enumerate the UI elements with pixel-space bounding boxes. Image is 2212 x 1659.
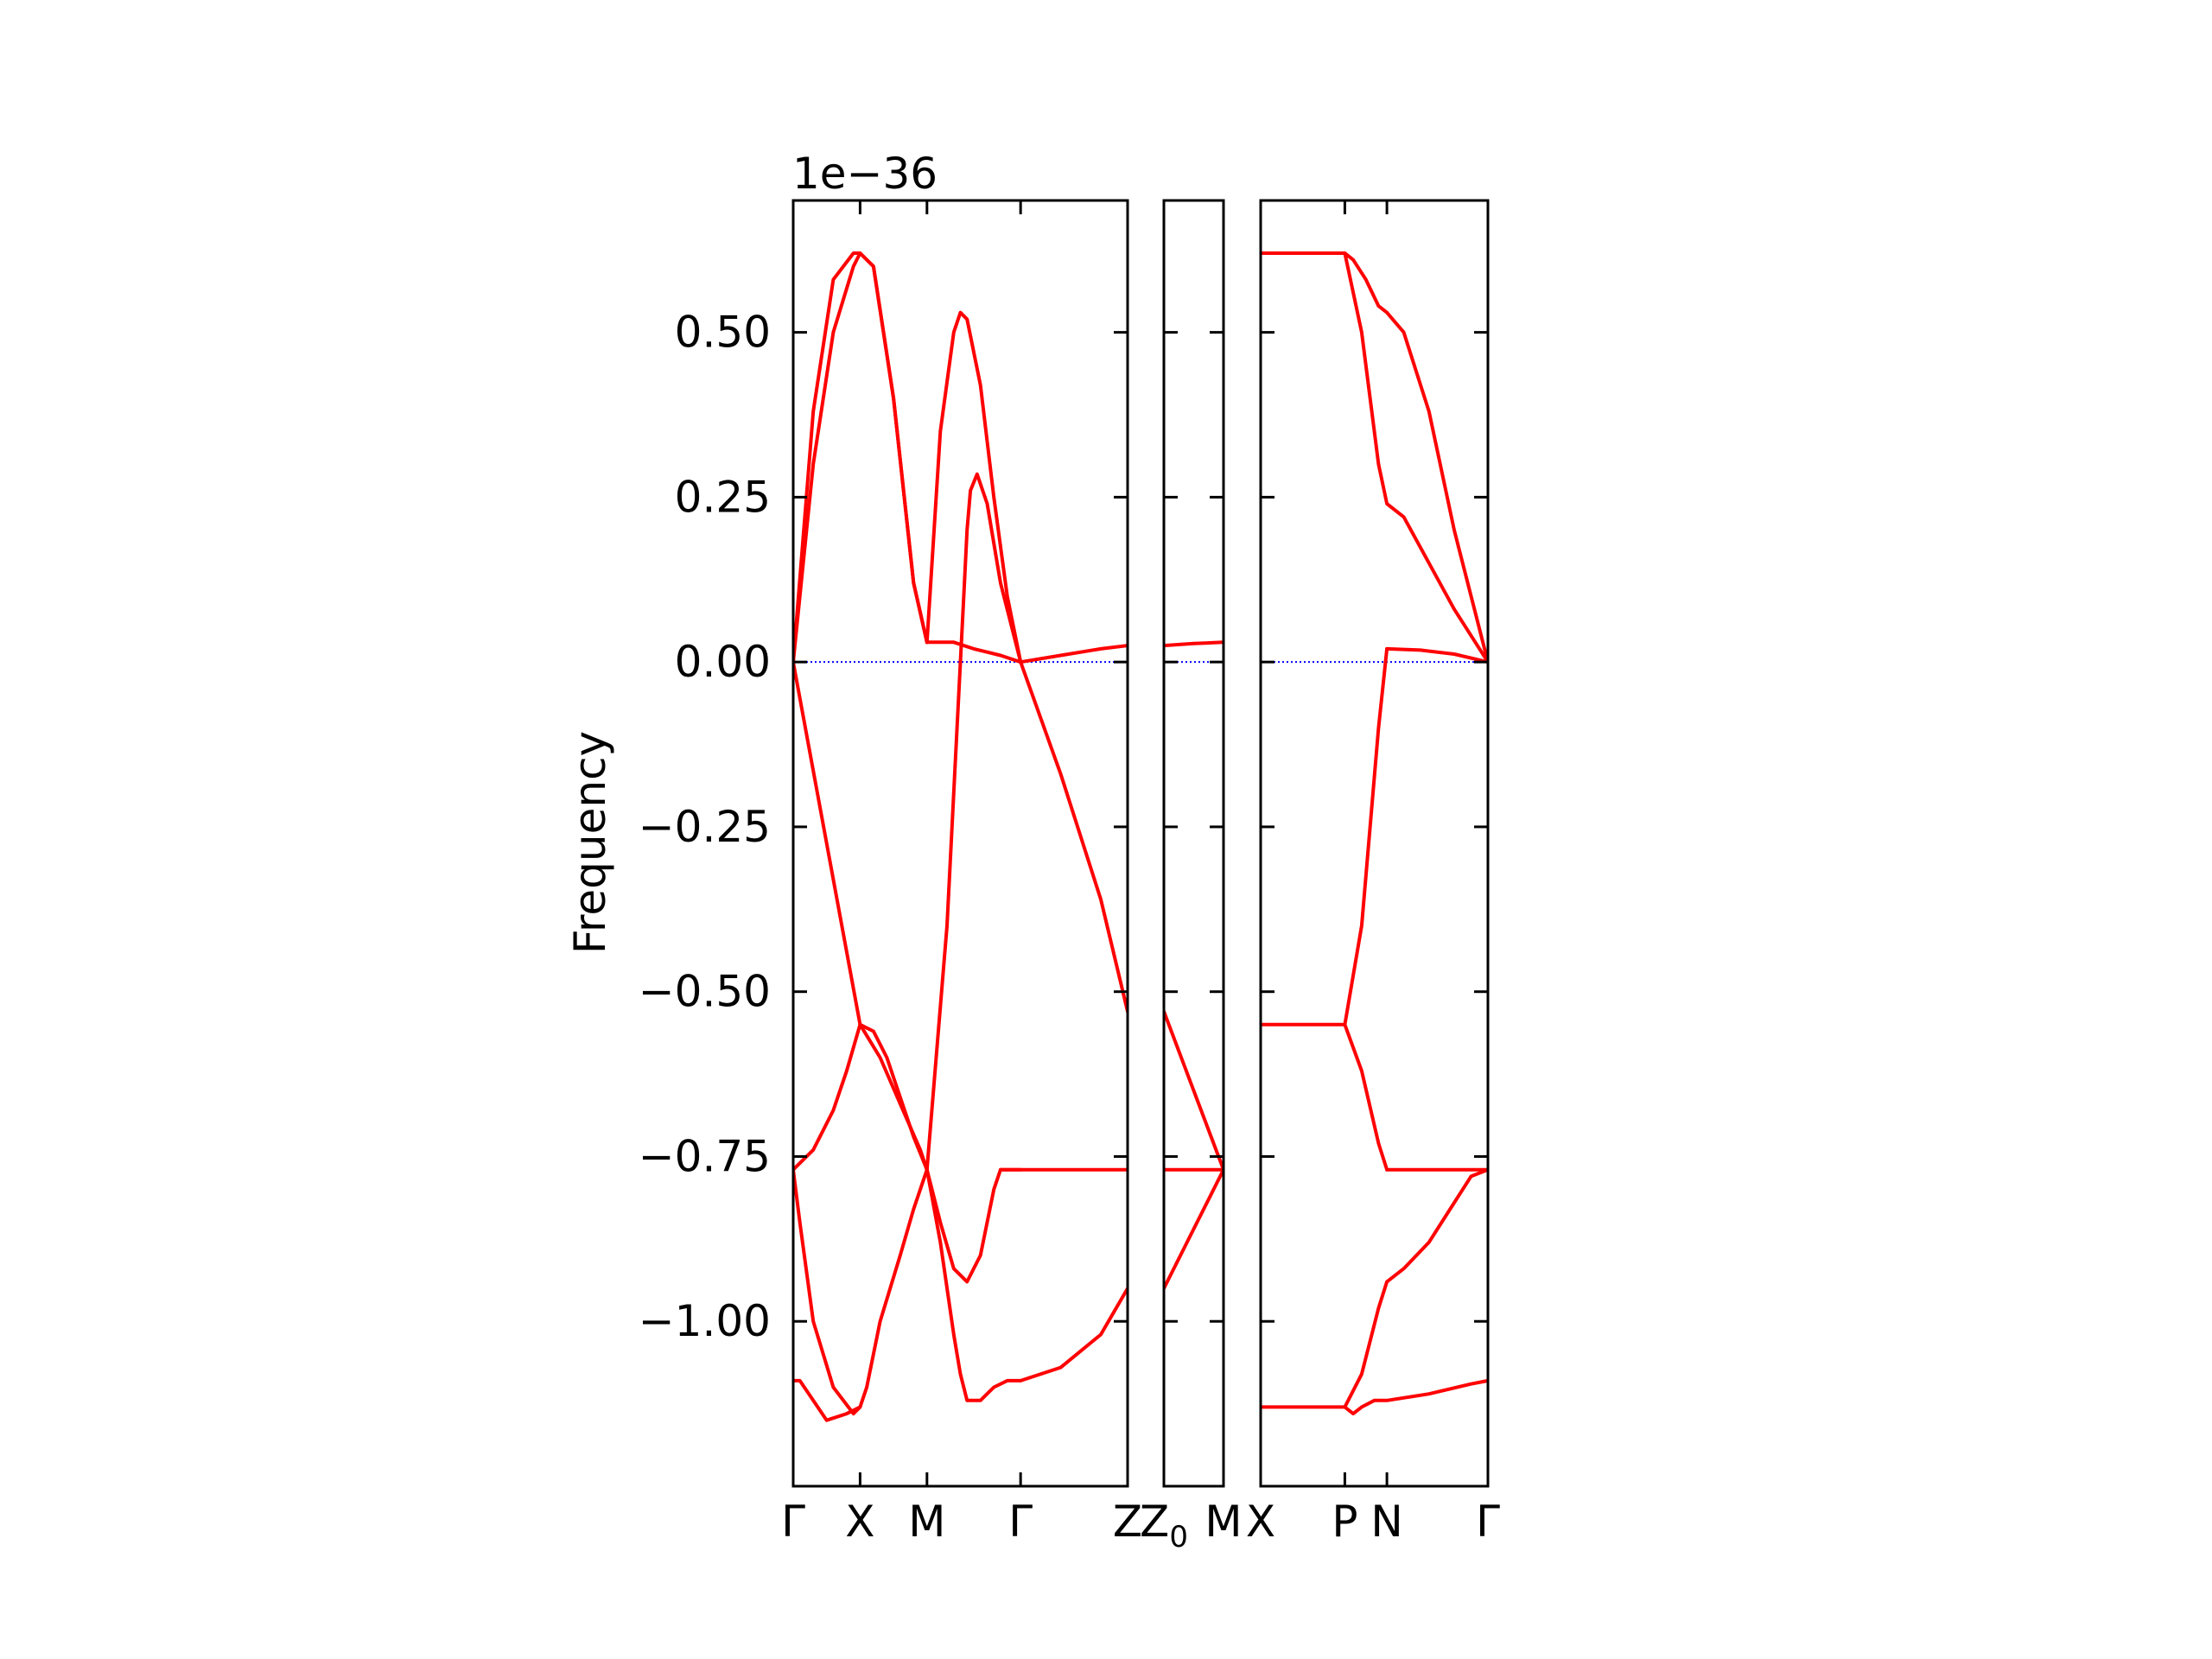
offset-label: 1e−36 [792,149,938,199]
panel-2: Z0 M [1140,199,1243,1554]
x-tick-text: Γ [1476,1497,1500,1547]
panel-frame [1162,199,1225,1488]
x-tick-subscript: 0 [1169,1520,1188,1554]
x-tick-label: X [845,1497,874,1547]
band-10 [793,1022,862,1172]
band-14 [858,1022,929,1172]
y-tick-label: −0.50 [639,967,771,1017]
bands [793,251,1128,1422]
plot-panels: Γ X M Γ ZZ0 M X P N Γ [781,199,1500,1554]
x-tick-label: M [908,1497,945,1547]
band-7 [1019,660,1128,1014]
band-3 [1385,646,1488,664]
x-tick-text: M [908,1497,945,1547]
band-6 [925,472,1023,1172]
band-1 [1261,251,1488,664]
band-1 [1164,640,1224,648]
band-17 [925,1167,1023,1284]
y-tick-label: 0.50 [675,308,771,358]
band-6 [1343,1022,1389,1172]
x-tick-label: Γ [781,1497,805,1547]
x-tick-text: Γ [781,1497,805,1547]
x-tick-label: Γ [1008,1497,1033,1547]
x-tick-label: Z [1113,1497,1142,1547]
x-tick-text: Γ [1008,1497,1033,1547]
x-tick-text: X [845,1497,874,1547]
panel-frame [1259,199,1490,1488]
band-9 [1261,1378,1488,1416]
y-tick-label: −1.00 [639,1296,771,1346]
x-tick-label: P [1332,1497,1357,1547]
band-2 [793,251,929,664]
x-tick-text: X [1246,1497,1275,1547]
x-tick-label: M [1205,1497,1242,1547]
y-tick-label: −0.75 [639,1131,771,1181]
x-tick-text: P [1332,1497,1357,1547]
bands [1164,640,1224,1291]
x-tick-text: Z [1113,1497,1142,1547]
y-tick-label: −0.25 [639,802,771,852]
y-ticks: 0.50 0.25 0.00 −0.25 −0.50 −0.75 −1.00 [639,308,771,1347]
band-16 [1019,1287,1128,1382]
band-13 [793,1378,862,1422]
band-3 [925,310,1023,664]
panel-frame [791,199,1129,1488]
band-8 [1343,1167,1488,1409]
band-8 [793,660,862,1027]
x-tick-label: X [1246,1497,1275,1547]
y-tick-label: 0.25 [675,472,771,522]
x-tick-label: Γ [1476,1497,1500,1547]
x-tick-label: Z0 [1140,1497,1188,1554]
band-15 [925,1167,1023,1402]
x-tick-text: M [1205,1497,1242,1547]
band-4 [1343,646,1389,1027]
band-2 [1164,1009,1224,1172]
band-2 [1343,251,1488,664]
band-3 [1164,1167,1224,1291]
x-tick-label: N [1370,1497,1402,1547]
y-axis-label: Frequency [565,731,615,954]
bands [1261,251,1488,1416]
y-tick-label: 0.00 [675,637,771,687]
band-12 [865,1167,929,1389]
x-tick-text: Z [1140,1497,1169,1547]
band-9 [858,1022,929,1172]
band-4 [1019,644,1128,664]
band-11 [793,1167,869,1416]
band-5 [925,640,1023,664]
x-tick-text: N [1370,1497,1402,1547]
